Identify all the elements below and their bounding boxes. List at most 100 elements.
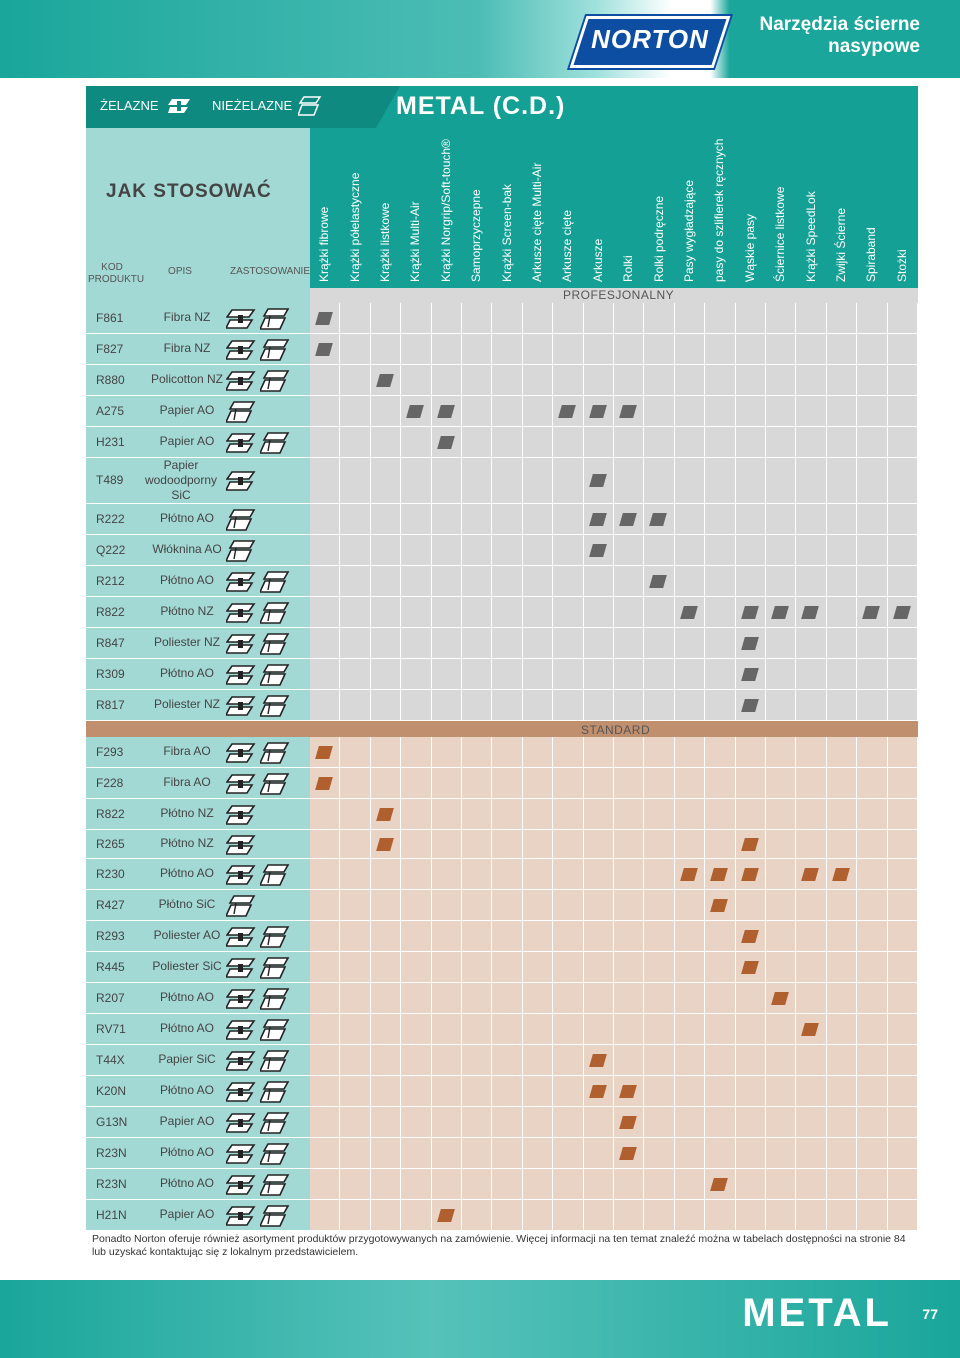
table-cell	[887, 566, 917, 596]
ferrous-use-icon	[224, 1143, 256, 1164]
table-cell	[766, 303, 796, 333]
table-cell	[857, 303, 887, 333]
table-cell	[614, 1169, 644, 1199]
table-cell	[857, 396, 887, 426]
table-cell	[401, 1169, 431, 1199]
column-header: Wąskie pasy	[735, 128, 767, 288]
table-cell	[826, 659, 857, 689]
table-cell	[401, 334, 431, 364]
product-code: R880	[96, 372, 125, 387]
table-cell	[857, 859, 887, 889]
table-cell	[766, 1014, 796, 1044]
table-cell	[644, 983, 674, 1013]
ferrous-use-icon	[224, 773, 256, 794]
table-cell	[492, 334, 522, 364]
non-ferrous-use-icon	[224, 539, 256, 562]
product-description: Płótno AO	[159, 1083, 215, 1097]
table-cell	[826, 690, 857, 720]
product-description: Płótno AO	[159, 573, 215, 587]
table-cell	[310, 1045, 340, 1075]
table-cell	[766, 1107, 796, 1137]
column-header: Spiraband	[857, 128, 889, 288]
table-cell	[492, 983, 522, 1013]
product-code: R293	[96, 928, 125, 943]
table-cell	[553, 1045, 583, 1075]
table-cell	[887, 427, 917, 457]
table-cell	[492, 427, 522, 457]
ferrous-use-icon	[224, 339, 256, 360]
availability-mark	[740, 636, 759, 650]
table-cell	[796, 365, 826, 395]
table-cell	[462, 303, 492, 333]
table-cell	[766, 952, 796, 982]
product-code: R822	[96, 604, 125, 619]
product-description: Poliester NZ	[153, 635, 221, 649]
table-cell	[735, 365, 765, 395]
table-cell	[826, 1014, 857, 1044]
table-cell	[674, 458, 705, 503]
availability-mark	[588, 512, 607, 526]
table-cell	[462, 1138, 492, 1168]
column-header-label: Arkusze cięte	[560, 209, 575, 282]
table-cell	[431, 597, 461, 627]
table-cell	[857, 659, 887, 689]
table-cell	[857, 1076, 887, 1106]
table-cell	[614, 768, 644, 798]
table-cell	[887, 859, 917, 889]
table-cell	[887, 535, 917, 565]
table-cell	[766, 504, 796, 534]
table-cell	[614, 1045, 644, 1075]
table-cell	[401, 690, 431, 720]
table-cell	[644, 365, 674, 395]
table-cell	[735, 1076, 765, 1106]
table-cell	[887, 983, 917, 1013]
table-cell	[735, 890, 765, 920]
table-cell	[857, 535, 887, 565]
column-header: Arkusze cięte Multi-Air	[522, 128, 555, 288]
product-code: K20N	[96, 1083, 127, 1098]
table-cell	[431, 799, 461, 829]
product-description: Płótno AO	[159, 1145, 215, 1159]
ferrous-use-icon	[224, 571, 256, 592]
table-cell	[492, 830, 522, 858]
table-cell	[705, 597, 735, 627]
table-cell	[370, 1169, 401, 1199]
non-ferrous-use-icon	[258, 1080, 290, 1103]
table-cell	[644, 859, 674, 889]
table-cell	[370, 1076, 401, 1106]
table-cell	[857, 768, 887, 798]
table-cell	[796, 983, 826, 1013]
product-code: T489	[96, 473, 124, 487]
table-cell	[857, 890, 887, 920]
table-cell	[553, 799, 583, 829]
table-cell	[705, 1200, 735, 1230]
non-ferrous-use-icon	[224, 508, 256, 531]
availability-mark	[740, 837, 759, 851]
non-ferrous-use-icon	[258, 663, 290, 686]
table-cell	[370, 566, 401, 596]
table-cell	[310, 504, 340, 534]
table-cell	[674, 768, 705, 798]
table-cell	[553, 1014, 583, 1044]
table-cell	[644, 1138, 674, 1168]
table-cell	[796, 799, 826, 829]
table-cell	[583, 799, 613, 829]
product-code: R23N	[96, 1145, 127, 1160]
table-cell	[522, 768, 553, 798]
product-code: H231	[96, 434, 125, 449]
table-cell	[887, 1014, 917, 1044]
table-cell	[553, 1138, 583, 1168]
table-cell	[340, 1200, 370, 1230]
column-header-label: Krążki Norgrip/Soft-touch®	[438, 139, 453, 282]
table-row: R880 Policotton NZ	[86, 365, 310, 395]
column-header-label: Samoprzyczepne	[469, 189, 484, 282]
table-cell	[705, 504, 735, 534]
table-cell	[826, 566, 857, 596]
product-code: F827	[96, 341, 124, 356]
non-ferrous-use-icon	[258, 431, 290, 454]
table-cell	[826, 799, 857, 829]
availability-mark	[740, 667, 759, 681]
table-cell	[705, 458, 735, 503]
table-cell	[431, 830, 461, 858]
table-cell	[401, 952, 431, 982]
